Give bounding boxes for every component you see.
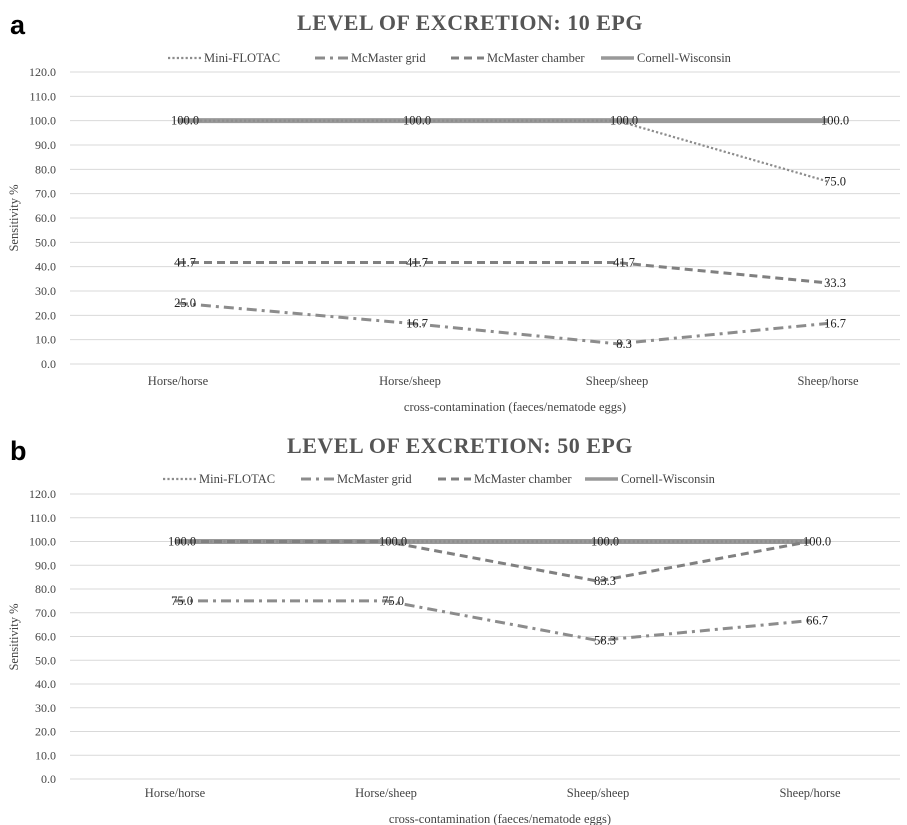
y-tick-label: 80.0 [35, 582, 56, 596]
data-label: 41.7 [406, 256, 428, 270]
y-tick-label: 40.0 [35, 677, 56, 691]
legend-item: McMaster chamber [438, 472, 572, 486]
panel-letter-a: a [10, 10, 26, 40]
y-tick-label: 120.0 [29, 65, 56, 79]
y-tick-label: 0.0 [41, 357, 56, 371]
legend-label: Cornell-Wisconsin [621, 472, 716, 486]
legend-item: McMaster chamber [451, 51, 585, 65]
data-label: 75.0 [382, 594, 404, 608]
y-tick-label: 30.0 [35, 701, 56, 715]
legend-label: Mini-FLOTAC [199, 472, 275, 486]
x-axis-label-a: cross-contamination (faeces/nematode egg… [404, 400, 626, 414]
data-label: 100.0 [610, 114, 638, 128]
y-tick-label: 0.0 [41, 772, 56, 786]
data-label: 100.0 [821, 114, 849, 128]
y-tick-label: 70.0 [35, 187, 56, 201]
x-tick-label: Horse/sheep [355, 786, 417, 800]
data-label: 33.3 [824, 276, 846, 290]
y-tick-label: 70.0 [35, 606, 56, 620]
legend-label: McMaster grid [337, 472, 412, 486]
legend-label: McMaster chamber [474, 472, 572, 486]
y-tick-label: 110.0 [29, 89, 56, 103]
x-axis-label-b: cross-contamination (faeces/nematode egg… [389, 812, 611, 825]
y-tick-label: 60.0 [35, 211, 56, 225]
series-line-mcmaster-chamber [175, 540, 811, 583]
y-tick-label: 20.0 [35, 725, 56, 739]
data-label: 58.3 [594, 634, 616, 648]
legend-item: McMaster grid [301, 472, 412, 486]
y-tick-label: 90.0 [35, 558, 56, 572]
y-tick-label: 50.0 [35, 235, 56, 249]
data-label: 41.7 [613, 256, 635, 270]
y-tick-label: 80.0 [35, 162, 56, 176]
gridlines-b [70, 493, 900, 780]
legend-label: Mini-FLOTAC [204, 51, 280, 65]
y-tick-label: 120.0 [29, 487, 56, 501]
series-line-mini-flotac [178, 119, 829, 183]
legend-label: McMaster grid [351, 51, 426, 65]
legend-a: Mini-FLOTAC McMaster grid McMaster chamber… [168, 51, 732, 65]
series-line-mcmaster-chamber [178, 261, 829, 285]
x-tick-label: Horse/horse [148, 374, 209, 388]
chart-title-b: LEVEL OF EXCRETION: 50 EPG [287, 433, 633, 458]
legend-item: McMaster grid [315, 51, 426, 65]
chart-panel-b: b LEVEL OF EXCRETION: 50 EPG Sensitivity… [7, 433, 900, 825]
y-tick-label: 40.0 [35, 260, 56, 274]
x-tick-label: Sheep/horse [797, 374, 859, 388]
y-tick-label: 100.0 [29, 535, 56, 549]
data-label: 83.3 [594, 574, 616, 588]
y-tick-label: 110.0 [29, 511, 56, 525]
data-label: 8.3 [616, 337, 632, 351]
y-axis-label-a: Sensitivity % [7, 184, 21, 251]
chart-title-a: LEVEL OF EXCRETION: 10 EPG [297, 10, 643, 35]
legend-label: Cornell-Wisconsin [637, 51, 732, 65]
data-label: 16.7 [824, 316, 846, 330]
legend-item: Cornell-Wisconsin [601, 51, 732, 65]
x-tick-label: Sheep/horse [779, 786, 841, 800]
data-label: 100.0 [379, 535, 407, 549]
series-line-mcmaster-grid [175, 599, 811, 643]
data-label: 100.0 [171, 114, 199, 128]
panel-letter-b: b [10, 436, 27, 466]
y-tick-label: 100.0 [29, 114, 56, 128]
x-tick-label: Horse/horse [145, 786, 206, 800]
data-label: 100.0 [403, 114, 431, 128]
chart-panel-a: a LEVEL OF EXCRETION: 10 EPG Sensitivity… [7, 10, 900, 414]
y-tick-label: 10.0 [35, 333, 56, 347]
y-tick-label: 30.0 [35, 284, 56, 298]
y-tick-label: 60.0 [35, 630, 56, 644]
series-line-mcmaster-grid [177, 301, 829, 346]
data-label: 66.7 [806, 614, 828, 628]
y-tick-label: 90.0 [35, 138, 56, 152]
data-label: 75.0 [824, 175, 846, 189]
data-label: 100.0 [168, 535, 196, 549]
data-label: 100.0 [803, 535, 831, 549]
x-tick-label: Horse/sheep [379, 374, 441, 388]
legend-b: Mini-FLOTAC McMaster grid McMaster chamber… [163, 472, 716, 486]
data-label: 25.0 [174, 296, 196, 310]
y-axis-label-b: Sensitivity % [7, 603, 21, 670]
x-tick-label: Sheep/sheep [586, 374, 648, 388]
legend-item: Mini-FLOTAC [168, 51, 280, 65]
legend-item: Mini-FLOTAC [163, 472, 275, 486]
data-label: 41.7 [174, 256, 196, 270]
data-label: 75.0 [171, 594, 193, 608]
data-label: 16.7 [406, 316, 428, 330]
legend-item: Cornell-Wisconsin [585, 472, 716, 486]
y-tick-label: 20.0 [35, 308, 56, 322]
y-tick-label: 50.0 [35, 653, 56, 667]
y-tick-label: 10.0 [35, 748, 56, 762]
x-tick-label: Sheep/sheep [567, 786, 629, 800]
legend-label: McMaster chamber [487, 51, 585, 65]
data-label: 100.0 [591, 535, 619, 549]
